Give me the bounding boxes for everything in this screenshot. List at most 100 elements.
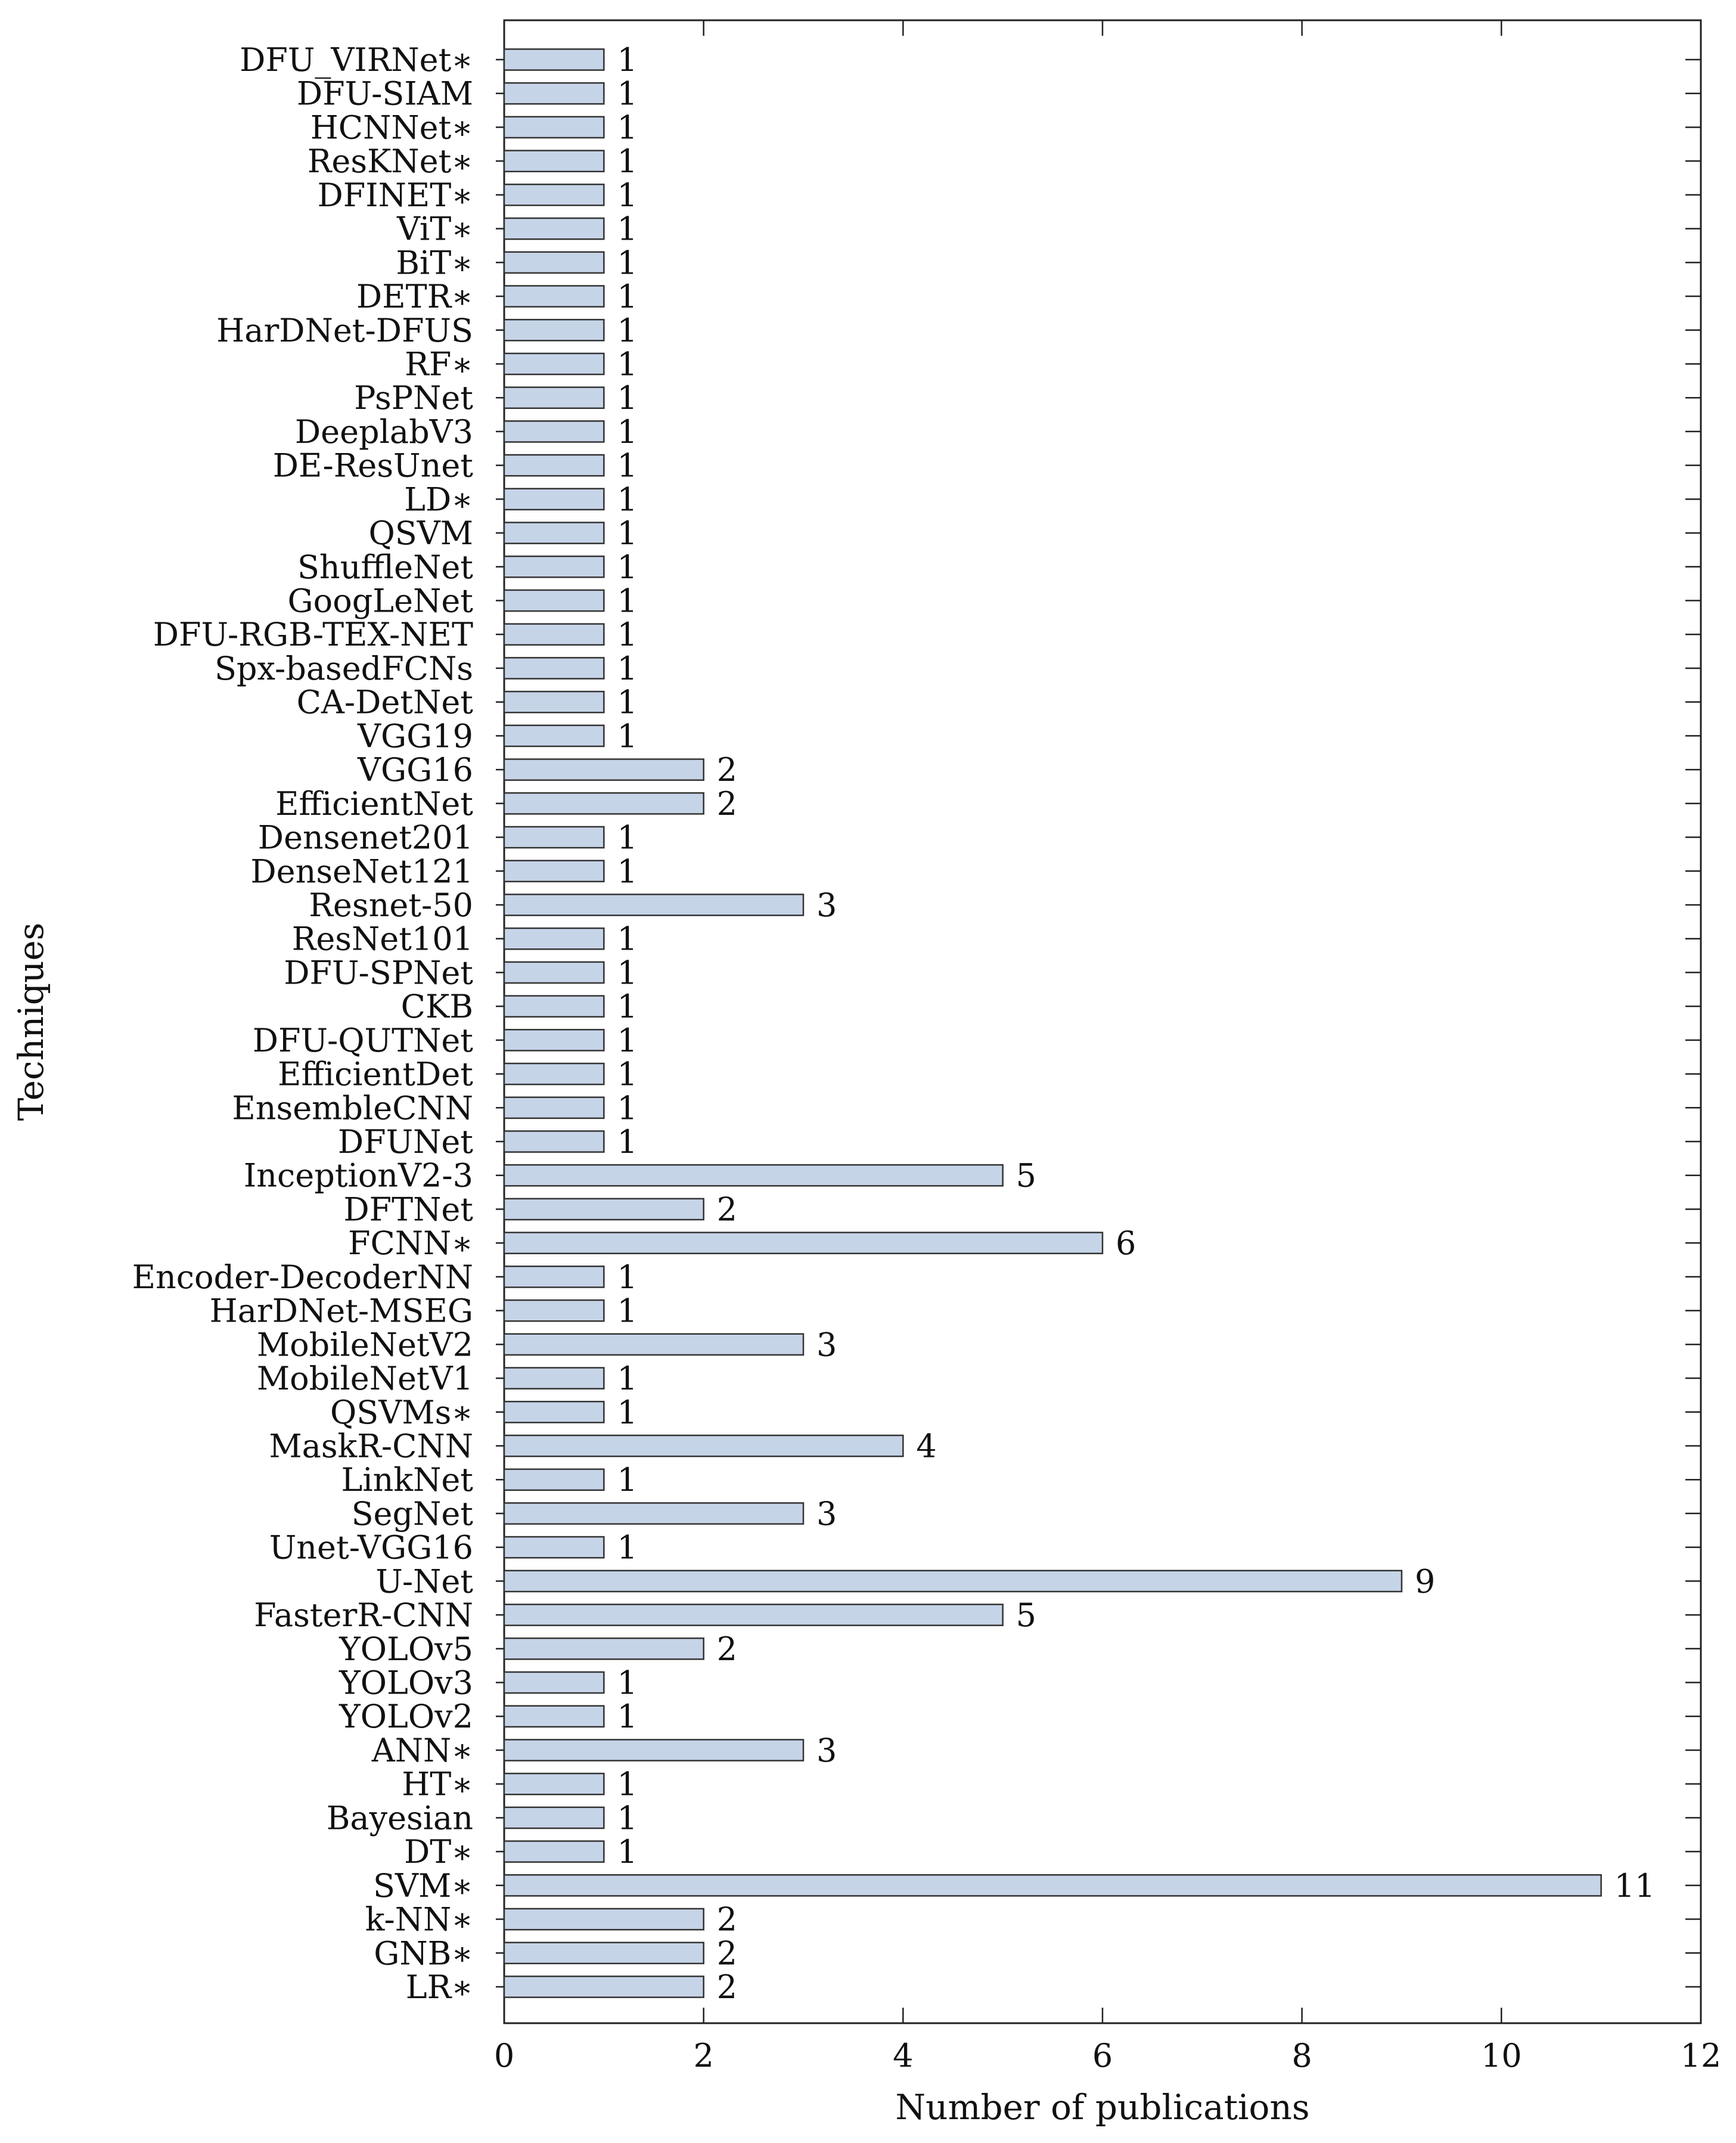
bar-detr	[503, 285, 605, 308]
bar-shufflenet	[503, 555, 605, 578]
value-label-u-net: 9	[1415, 1562, 1435, 1600]
value-label-inceptionv2-3: 5	[1016, 1157, 1036, 1195]
bar-rf	[503, 352, 605, 376]
bar-mobilenetv1	[503, 1367, 605, 1390]
x-tick-label-2: 2	[693, 2037, 713, 2074]
bar-ht	[503, 1772, 605, 1795]
value-label-linknet: 1	[617, 1461, 637, 1499]
bar-dfinet	[503, 184, 605, 206]
bar-hardnet-dfus	[503, 318, 605, 342]
bar-dfu-spnet	[503, 961, 605, 984]
category-label-ld: LD∗	[404, 480, 473, 518]
category-label-spx-basedfcns: Spx-basedFCNs	[215, 650, 473, 687]
value-label-shufflenet: 1	[617, 548, 637, 586]
bar-vit	[503, 217, 605, 240]
category-label-pspnet: PsPNet	[354, 379, 473, 417]
category-label-fcnn: FCNN∗	[348, 1224, 473, 1262]
bar-qsvms	[503, 1400, 605, 1424]
value-label-dfu-virnet: 1	[617, 41, 637, 79]
value-label-maskr-cnn: 4	[916, 1427, 936, 1465]
category-label-hardnet-dfus: HarDNet-DFUS	[216, 312, 473, 349]
category-label-dfu-virnet: DFU_VIRNet∗	[240, 41, 473, 79]
value-label-dfu-siam: 1	[617, 75, 637, 113]
bar-dfu-siam	[503, 82, 605, 105]
value-label-segnet: 3	[816, 1495, 837, 1533]
bar-yolov5	[503, 1637, 704, 1660]
value-label-resknet: 1	[617, 142, 637, 180]
category-label-rf: RF∗	[405, 345, 473, 383]
category-label-ensemblecnn: EnsembleCNN	[232, 1089, 473, 1127]
bar-hcnnet	[503, 116, 605, 139]
category-label-hcnnet: HCNNet∗	[310, 108, 473, 146]
category-label-linknet: LinkNet	[341, 1461, 473, 1499]
value-label-vit: 1	[617, 210, 637, 248]
value-label-bayesian: 1	[617, 1799, 637, 1837]
bar-dfu-virnet	[503, 48, 605, 71]
bar-dfunet	[503, 1130, 605, 1153]
bar-qsvm	[503, 522, 605, 544]
bar-efficientdet	[503, 1062, 605, 1086]
value-label-yolov5: 2	[717, 1630, 737, 1668]
value-label-dt: 1	[617, 1833, 637, 1871]
value-label-fasterr-cnn: 5	[1016, 1596, 1036, 1634]
bar-efficientnet	[503, 792, 704, 815]
x-tick-label-8: 8	[1291, 2037, 1312, 2074]
category-label-unet-vgg16: Unet-VGG16	[269, 1529, 473, 1567]
category-label-yolov3: YOLOv3	[338, 1664, 473, 1702]
bar-dftnet	[503, 1198, 704, 1221]
value-label-svm: 11	[1614, 1867, 1656, 1905]
bar-ca-detnet	[503, 690, 605, 714]
category-label-resnet-50: Resnet-50	[309, 886, 473, 924]
bar-mobilenetv2	[503, 1333, 805, 1356]
x-tick-labels: 0 2 4 6 8 10 12	[494, 2037, 1722, 2074]
value-label-yolov3: 1	[617, 1664, 637, 1702]
value-label-hcnnet: 1	[617, 108, 637, 146]
category-label-dfunet: DFUNet	[338, 1123, 473, 1161]
value-label-densenet201: 1	[617, 819, 637, 857]
value-label-spx-basedfcns: 1	[617, 650, 637, 687]
category-label-detr: DETR∗	[356, 278, 473, 315]
category-label-dfinet: DFINET∗	[318, 176, 473, 214]
value-label-densenet121: 1	[617, 852, 637, 890]
category-label-efficientnet: EfficientNet	[275, 785, 473, 823]
bar-hardnet-mseg	[503, 1299, 605, 1322]
category-label-ca-detnet: CA-DetNet	[297, 684, 474, 721]
value-label-de-resunet: 1	[617, 447, 637, 485]
category-label-k-nn: k-NN∗	[365, 1901, 473, 1939]
bar-gnb	[503, 1942, 704, 1965]
plot-area-frame	[503, 19, 1702, 2024]
category-label-googlenet: GoogLeNet	[288, 582, 474, 620]
value-label-mobilenetv2: 3	[816, 1326, 837, 1363]
value-label-yolov2: 1	[617, 1698, 637, 1735]
bar-vgg19	[503, 724, 605, 748]
x-tick-label-0: 0	[494, 2037, 514, 2074]
value-label-dfu-spnet: 1	[617, 954, 637, 991]
value-label-ckb: 1	[617, 988, 637, 1025]
bar-lr	[503, 1975, 704, 1998]
category-labels: DFU_VIRNet∗DFU-SIAMHCNNet∗ResKNet∗DFINET…	[132, 41, 474, 2006]
bar-pspnet	[503, 386, 605, 410]
category-label-mobilenetv2: MobileNetV2	[257, 1326, 473, 1363]
value-label-hardnet-dfus: 1	[617, 312, 637, 349]
bar-resknet	[503, 150, 605, 172]
bar-ld	[503, 488, 605, 511]
category-label-ckb: CKB	[401, 988, 473, 1025]
category-label-mobilenetv1: MobileNetV1	[257, 1360, 473, 1397]
category-label-ann: ANN∗	[371, 1732, 473, 1769]
category-label-shufflenet: ShuffleNet	[297, 548, 473, 586]
category-label-fasterr-cnn: FasterR-CNN	[254, 1596, 473, 1634]
category-label-yolov5: YOLOv5	[338, 1630, 473, 1668]
category-label-dfu-qutnet: DFU-QUTNet	[253, 1022, 474, 1059]
bar-segnet	[503, 1502, 805, 1525]
value-label-dfinet: 1	[617, 176, 637, 214]
bar-ckb	[503, 995, 605, 1018]
x-axis-title: Number of publications	[895, 2087, 1309, 2128]
category-label-dftnet: DFTNet	[343, 1190, 473, 1228]
bar-series	[503, 48, 1602, 1998]
value-label-pspnet: 1	[617, 379, 637, 417]
category-label-yolov2: YOLOv2	[338, 1698, 473, 1735]
bar-ann	[503, 1739, 805, 1761]
value-label-qsvms: 1	[617, 1394, 637, 1431]
x-tick-label-4: 4	[893, 2037, 913, 2074]
